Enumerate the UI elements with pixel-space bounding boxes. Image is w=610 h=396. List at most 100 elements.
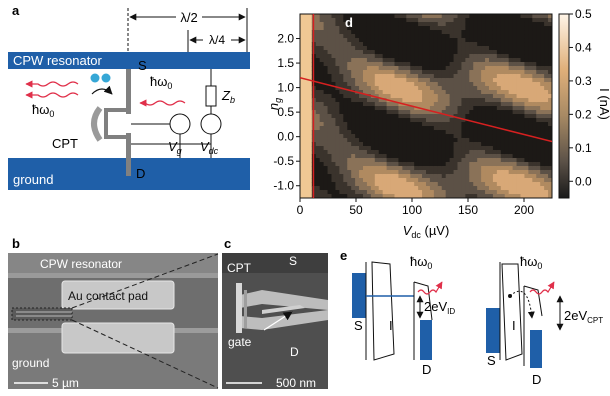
heatmap-cell [366,146,372,151]
heatmap-cell [453,150,458,155]
heatmap-cell [307,38,313,43]
heatmap-cell [477,194,482,198]
heatmap-cell [355,126,360,131]
zoom-region [11,307,73,321]
heatmap-cell [390,26,395,31]
heatmap-cell [370,98,376,103]
heatmap-cell [465,146,470,151]
heatmap-cell [303,174,309,179]
heatmap-cell [331,194,336,198]
heatmap-cell [528,190,533,195]
heatmap-cell [335,82,340,87]
heatmap-cell [548,62,552,67]
heatmap-cell [524,38,529,43]
heatmap-cell [489,74,494,79]
heatmap-cell [489,50,494,55]
heatmap-cell [548,54,552,59]
heatmap-cell [398,194,403,198]
heatmap-cell [528,82,533,87]
heatmap-cell [343,146,348,151]
heatmap-cell [414,58,419,63]
heatmap-cell [406,110,411,115]
heatmap-cell [437,126,443,131]
heatmap-cell [355,78,360,83]
heatmap-cell [500,194,506,198]
heatmap-cell [548,166,552,171]
heatmap-cell [347,78,352,83]
heatmap-cell [382,122,388,127]
heatmap-cell [445,106,451,111]
heatmap-cell [406,118,411,123]
heatmap-cell [492,134,498,139]
heatmap-cell [516,18,521,23]
heatmap-cell [426,106,431,111]
heatmap-cell [414,54,419,59]
heatmap-cell [331,166,336,171]
heatmap-cell [429,54,435,59]
heatmap-cell [429,166,435,171]
heatmap-cell [300,102,305,107]
heatmap-cell [382,62,388,67]
heatmap-cell [453,110,458,115]
heatmap-cell [339,46,344,51]
heatmap-cell [489,46,494,51]
heatmap-cell [441,114,447,119]
heatmap-cell [366,74,372,79]
heatmap-cell [366,58,372,63]
heatmap-cell [335,30,340,35]
heatmap-cell [429,122,435,127]
heatmap-cell [485,38,490,43]
heatmap-cell [516,186,521,191]
heatmap-cell [335,50,340,55]
heatmap-cell [351,30,356,35]
heatmap-cell [473,138,478,143]
heatmap-cell [351,194,356,198]
heatmap-cell [386,58,391,63]
heatmap-cell [544,46,549,51]
heatmap-cell [449,194,454,198]
heatmap-cell [496,118,502,123]
heatmap-cell [327,126,332,131]
heatmap-cell [532,106,537,111]
heatmap-cell [548,154,552,159]
heatmap-cell [319,34,325,39]
heatmap-cell [347,190,352,195]
heatmap-cell [347,114,352,119]
heatmap-cell [453,90,458,95]
heatmap-cell [465,178,470,183]
heatmap-cell [492,194,498,198]
heatmap-cell [339,90,344,95]
heatmap-cell [394,66,399,71]
heatmap-cell [339,26,344,31]
heatmap-cell [398,182,403,187]
heatmap-cell [544,170,549,175]
heatmap-cell [520,70,525,75]
heatmap-cell [402,162,407,167]
heatmap-cell [524,118,529,123]
heatmap-cell [524,122,529,127]
heatmap-cell [331,78,336,83]
heatmap-cell [319,158,325,163]
heatmap-cell [323,170,328,175]
heatmap-cell [449,186,454,191]
heatmap-cell [445,58,451,63]
heatmap-cell [410,178,415,183]
heatmap-cell [398,86,403,91]
heatmap-cell [540,182,545,187]
heatmap-cell [512,22,517,27]
heatmap-cell [516,114,521,119]
heatmap-cell [449,82,454,87]
heatmap-cell [418,134,423,139]
heatmap-cell [315,58,321,63]
heatmap-cell [300,78,305,83]
heatmap-cell [445,138,451,143]
heatmap-cell [489,102,494,107]
heatmap-cell [363,70,368,75]
heatmap-cell [453,70,458,75]
heatmap-cell [366,30,372,35]
heatmap-cell [544,162,549,167]
heatmap-cell [544,26,549,31]
heatmap-cell [303,154,309,159]
heatmap-cell [339,70,344,75]
heatmap-cell [351,86,356,91]
